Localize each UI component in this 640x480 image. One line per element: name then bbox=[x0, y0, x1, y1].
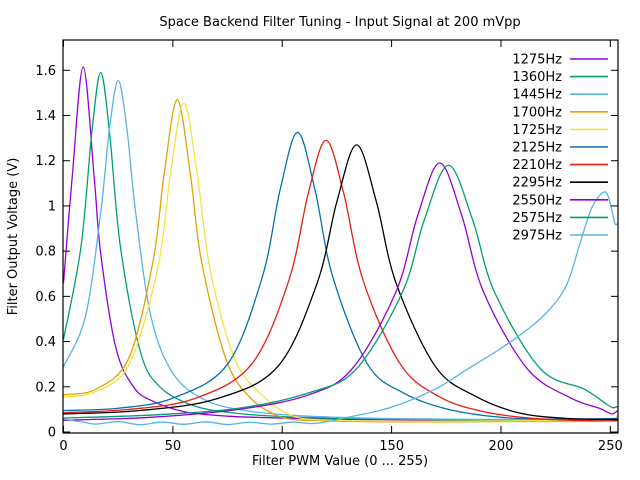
y-tick-label: 0.4 bbox=[35, 335, 56, 350]
series-line-2575hz bbox=[63, 164, 618, 419]
legend-item-1275hz: 1275Hz bbox=[512, 53, 608, 68]
legend-item-2575hz: 2575Hz bbox=[512, 211, 608, 226]
y-tick-label: 1.4 bbox=[35, 109, 56, 124]
x-tick-label: 150 bbox=[379, 439, 404, 454]
legend-label-1275hz: 1275Hz bbox=[512, 53, 562, 68]
series-line-2975hz bbox=[63, 191, 618, 426]
x-tick-label: 100 bbox=[270, 439, 295, 454]
y-tick-label: 1 bbox=[48, 199, 56, 214]
legend: 1275Hz 1360Hz 1445Hz 1700Hz 1725Hz 2125Hz 2210… bbox=[512, 53, 608, 244]
x-axis-label: Filter PWM Value (0 ... 255) bbox=[252, 454, 428, 469]
legend-item-2975hz: 2975Hz bbox=[512, 229, 608, 244]
series-line-1725hz bbox=[63, 102, 619, 422]
y-axis-label: Filter Output Voltage (V) bbox=[6, 158, 21, 316]
legend-label-2975hz: 2975Hz bbox=[512, 229, 562, 244]
legend-label-2295hz: 2295Hz bbox=[512, 176, 562, 191]
legend-label-1445hz: 1445Hz bbox=[512, 88, 562, 103]
legend-item-2295hz: 2295Hz bbox=[512, 176, 608, 191]
x-tick-label: 50 bbox=[165, 439, 182, 454]
legend-label-2575hz: 2575Hz bbox=[512, 211, 562, 226]
legend-item-2550hz: 2550Hz bbox=[512, 193, 608, 208]
y-tick-label: 0.6 bbox=[35, 290, 56, 305]
y-tick-label: 0.2 bbox=[35, 380, 56, 395]
legend-item-1700hz: 1700Hz bbox=[512, 105, 608, 120]
legend-item-1445hz: 1445Hz bbox=[512, 88, 608, 103]
axis-layer: 0 50 100 150 200 250 0 0.2 0.4 0.6 0.8 1 1.2 1.4 1.6 bbox=[35, 40, 623, 454]
legend-item-1360hz: 1360Hz bbox=[512, 70, 608, 85]
legend-label-1700hz: 1700Hz bbox=[512, 105, 562, 120]
series-line-1445hz bbox=[63, 79, 618, 421]
y-tick-label: 0.8 bbox=[35, 245, 56, 260]
plot-border bbox=[62, 39, 619, 434]
y-tick-label: 0 bbox=[48, 426, 56, 441]
series-line-2210hz bbox=[63, 139, 618, 422]
legend-item-1725hz: 1725Hz bbox=[512, 123, 608, 138]
legend-label-1360hz: 1360Hz bbox=[512, 70, 562, 85]
y-tick-label: 1.2 bbox=[35, 154, 56, 169]
series-layer bbox=[63, 66, 619, 426]
chart-title: Space Backend Filter Tuning - Input Sign… bbox=[159, 15, 520, 30]
x-tick-label: 0 bbox=[59, 439, 67, 454]
legend-label-1725hz: 1725Hz bbox=[512, 123, 562, 138]
x-tick-label: 250 bbox=[598, 439, 623, 454]
legend-label-2125hz: 2125Hz bbox=[512, 141, 562, 156]
x-tick-label: 200 bbox=[489, 439, 514, 454]
y-tick-label: 1.6 bbox=[35, 64, 56, 79]
series-line-1700hz bbox=[63, 99, 619, 423]
series-line-2550hz bbox=[63, 162, 618, 421]
series-line-2295hz bbox=[63, 144, 618, 421]
legend-item-2210hz: 2210Hz bbox=[512, 158, 608, 173]
series-line-2125hz bbox=[63, 131, 618, 420]
legend-label-2550hz: 2550Hz bbox=[512, 193, 562, 208]
legend-label-2210hz: 2210Hz bbox=[512, 158, 562, 173]
legend-item-2125hz: 2125Hz bbox=[512, 141, 608, 156]
